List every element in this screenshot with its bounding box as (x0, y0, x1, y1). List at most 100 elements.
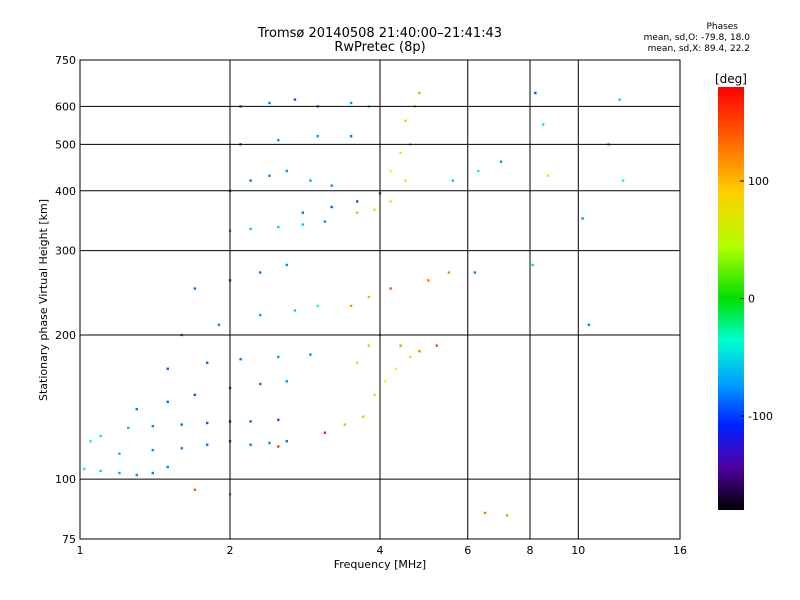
colorbar-tick-label: 0 (748, 293, 755, 306)
y-axis: 75 100 200 300 400 500 600 750 (55, 54, 76, 546)
data-point (277, 418, 280, 422)
data-point (534, 91, 537, 95)
data-point (180, 447, 183, 450)
data-point (367, 295, 371, 299)
data-point (389, 169, 392, 173)
y-tick-label: 600 (55, 100, 76, 113)
data-point (394, 367, 397, 370)
data-point (409, 355, 412, 359)
data-point (349, 134, 353, 138)
data-point (118, 471, 121, 475)
data-point (151, 448, 155, 452)
data-point (618, 98, 621, 101)
x-tick-label: 4 (377, 544, 384, 557)
data-point (361, 415, 365, 418)
data-point (373, 393, 376, 397)
data-point (330, 205, 333, 209)
data-point (418, 349, 421, 353)
x-tick-label: 8 (527, 544, 534, 557)
y-axis-label: Stationary phase Virtual Height [km] (37, 199, 50, 401)
data-point (355, 361, 359, 364)
data-point (367, 344, 371, 347)
data-point (249, 420, 252, 423)
data-point (268, 101, 271, 105)
data-point (205, 421, 209, 425)
data-point (427, 279, 430, 282)
data-point (277, 445, 280, 448)
data-point (301, 211, 305, 214)
data-point (193, 488, 197, 492)
colorbar-ticks: 100 0 -100 (740, 175, 773, 423)
data-point (285, 440, 288, 443)
data-point (541, 123, 545, 126)
colorbar (718, 87, 744, 510)
data-point (309, 179, 312, 182)
data-point (205, 443, 209, 446)
data-point (239, 358, 242, 361)
data-point (293, 309, 297, 312)
data-point (349, 101, 353, 105)
data-point (505, 514, 509, 517)
data-point (293, 98, 297, 101)
data-point (301, 223, 305, 226)
data-point (483, 511, 487, 515)
x-tick-label: 6 (464, 544, 471, 557)
data-point (323, 220, 327, 223)
data-point (285, 263, 288, 267)
data-point (399, 151, 402, 155)
x-tick-label: 16 (673, 544, 687, 557)
data-point (127, 426, 130, 430)
data-point (99, 469, 102, 473)
data-point (477, 169, 480, 173)
y-tick-label: 750 (55, 54, 76, 67)
data-point (309, 353, 312, 356)
data-point (473, 271, 477, 274)
data-point (447, 271, 451, 274)
data-point (389, 200, 392, 203)
data-point (285, 169, 288, 173)
x-tick-label: 1 (77, 544, 84, 557)
data-point (418, 91, 421, 95)
data-point (389, 287, 392, 290)
data-point (180, 423, 183, 426)
data-point (499, 160, 503, 163)
y-tick-label: 100 (55, 473, 76, 486)
y-tick-label: 200 (55, 329, 76, 342)
data-point (435, 344, 438, 347)
data-point (89, 440, 92, 443)
data-point (349, 304, 353, 308)
data-point (277, 355, 280, 359)
data-point (384, 380, 387, 383)
data-point (249, 179, 252, 182)
data-point (587, 323, 591, 327)
data-point (118, 452, 121, 455)
chart-title: Tromsø 20140508 21:40:00–21:41:43 (257, 26, 503, 41)
phase-stats-o: mean, sd,O: -79.8, 18.0 (643, 33, 750, 43)
data-point (451, 179, 455, 182)
data-point (277, 225, 280, 229)
data-point (205, 361, 209, 364)
data-point (373, 208, 376, 212)
phase-stats-x: mean, sd,X: 89.4, 22.2 (647, 44, 750, 54)
data-point (581, 217, 584, 220)
data-point (531, 263, 534, 267)
y-tick-label: 300 (55, 245, 76, 258)
data-point (259, 313, 262, 317)
data-point (323, 431, 327, 434)
data-point (166, 367, 169, 370)
data-point (355, 200, 359, 203)
data-point (249, 227, 252, 231)
data-point (249, 443, 252, 446)
data-point (151, 471, 155, 475)
plot-frame (79, 59, 681, 540)
colorbar-tick-label: 100 (748, 175, 769, 188)
data-point (316, 134, 319, 138)
chart-subtitle: RwPretec (8p) (334, 40, 426, 55)
data-point (277, 139, 280, 142)
data-point (399, 344, 402, 347)
y-tick-label: 500 (55, 138, 76, 151)
data-point (135, 473, 138, 477)
data-point (268, 441, 271, 445)
x-tick-label: 2 (227, 544, 234, 557)
